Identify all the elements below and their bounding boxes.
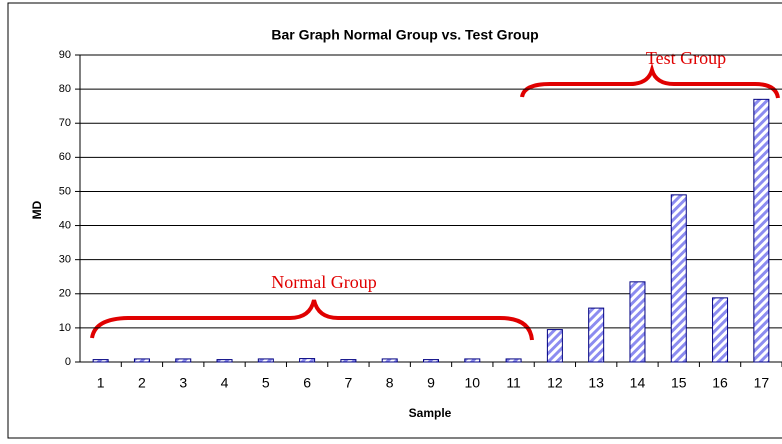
x-axis-label: Sample	[409, 406, 452, 420]
y-tick-label: 20	[59, 288, 71, 300]
x-tick-label: 13	[588, 375, 604, 391]
bar	[299, 358, 316, 363]
bar	[588, 307, 605, 363]
y-axis-label: MD	[30, 200, 44, 219]
x-tick-label: 16	[712, 375, 728, 391]
x-tick-label: 2	[138, 375, 146, 391]
x-tick-label: 4	[221, 375, 229, 391]
y-tick-label: 70	[59, 117, 71, 129]
bar	[753, 98, 770, 363]
x-tick-label: 10	[465, 375, 481, 391]
normal-brace	[90, 299, 534, 341]
bar	[423, 359, 439, 363]
bar	[629, 281, 646, 363]
chart-border	[7, 2, 782, 439]
annotation: Test Group	[646, 48, 726, 68]
x-tick-label: 17	[754, 375, 770, 391]
y-tick-label: 10	[59, 322, 71, 334]
y-tick-label: 50	[59, 185, 71, 197]
x-tick-label: 12	[547, 375, 563, 391]
bar	[340, 359, 357, 363]
bar	[546, 329, 563, 363]
y-tick-label: 90	[59, 49, 71, 61]
bar	[505, 358, 522, 363]
x-tick-label: 11	[506, 375, 521, 391]
y-tick-label: 0	[65, 356, 71, 368]
bar	[92, 359, 109, 363]
bar	[133, 358, 150, 363]
chart-title: Bar Graph Normal Group vs. Test Group	[271, 27, 538, 43]
bar	[216, 359, 233, 363]
x-tick-label: 5	[262, 375, 270, 391]
x-tick-label: 6	[303, 375, 311, 391]
bar	[670, 194, 687, 363]
x-tick-label: 7	[345, 375, 353, 391]
bar	[257, 358, 274, 363]
y-tick-label: 60	[59, 151, 71, 163]
bar	[464, 358, 481, 363]
x-tick-label: 3	[179, 375, 187, 391]
y-tick-label: 80	[59, 83, 71, 95]
x-tick-label: 14	[630, 375, 646, 391]
x-tick-label: 15	[671, 375, 687, 391]
test-brace	[520, 62, 780, 99]
bar	[175, 358, 192, 363]
x-tick-label: 1	[97, 375, 105, 391]
y-tick-label: 30	[59, 254, 71, 266]
y-tick-label: 40	[59, 219, 71, 231]
bar	[381, 358, 398, 363]
annotation: Normal Group	[271, 272, 376, 292]
x-tick-label: 8	[386, 375, 394, 391]
x-tick-label: 9	[427, 375, 435, 391]
bar	[712, 297, 729, 363]
